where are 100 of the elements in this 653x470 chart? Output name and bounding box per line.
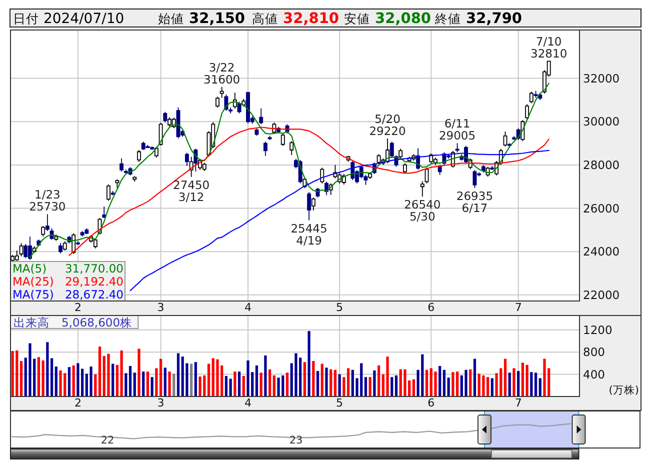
y-axis-title: (万株) (608, 384, 639, 396)
bar (386, 356, 389, 396)
x-tick-label: 3 (157, 396, 164, 410)
x-tick-label: 6 (428, 396, 435, 410)
bar (390, 377, 394, 396)
candlestick (216, 96, 220, 108)
bar (452, 372, 454, 396)
bar (190, 364, 193, 396)
candlestick (106, 184, 110, 202)
candlestick (58, 242, 62, 254)
candlestick (137, 150, 141, 162)
bar (377, 365, 380, 396)
bar (268, 369, 272, 396)
annotation: 1/23 25730 (29, 188, 66, 214)
bar (373, 370, 376, 396)
bar (168, 372, 171, 396)
bar (512, 368, 516, 396)
y-tick-label: 24000 (583, 244, 620, 259)
candlestick (390, 141, 394, 158)
text: 日付 2024/07/10 (13, 11, 124, 27)
x-tick-label: 4 (244, 301, 252, 314)
bar (434, 372, 437, 396)
bar (303, 362, 306, 396)
x-tick-label: 7 (514, 396, 522, 410)
bar (68, 367, 71, 396)
candlestick (455, 142, 460, 153)
bar (412, 379, 415, 396)
candlestick (220, 86, 224, 98)
bar (54, 366, 58, 396)
bar (255, 365, 258, 396)
candlestick (481, 164, 486, 173)
bar (112, 364, 114, 396)
bar (198, 376, 202, 396)
bar (456, 372, 459, 396)
x-tick-label: 2 (74, 396, 82, 410)
annotation: 5/20 29220 (369, 112, 406, 138)
bar (490, 378, 494, 396)
bar (543, 358, 546, 396)
x-tick-label: 6 (428, 301, 435, 314)
bar (425, 370, 428, 396)
candlestick (102, 206, 106, 218)
candlestick (242, 98, 246, 107)
candlestick (14, 250, 19, 262)
candlestick (84, 228, 89, 235)
bar (142, 372, 145, 396)
bar (312, 360, 315, 396)
y-tick-label: 800 (583, 345, 605, 360)
bar (128, 366, 132, 396)
bar (42, 360, 44, 396)
bar (277, 378, 280, 396)
bar (94, 374, 97, 396)
candlestick (280, 132, 285, 146)
y-tick-label: 22000 (583, 288, 620, 302)
candlestick (254, 128, 259, 136)
line-series (130, 150, 550, 292)
bar (133, 372, 136, 396)
bar (146, 372, 150, 396)
series-label: MA(75) 28,672.40 (12, 288, 124, 302)
bar (172, 374, 176, 396)
bar (504, 358, 507, 396)
bar (364, 377, 368, 396)
bar (28, 343, 32, 396)
bar (442, 370, 446, 396)
bar (72, 365, 75, 396)
candlestick (268, 135, 272, 140)
annotation: 25445 4/19 (290, 221, 328, 248)
annotation: 26935 6/17 (456, 189, 494, 216)
candlestick (163, 111, 168, 123)
y-tick-label: 32000 (583, 71, 620, 86)
candlestick (10, 254, 15, 262)
candlestick (45, 214, 50, 232)
bar (120, 350, 123, 396)
x-tick-label: 2 (74, 301, 82, 314)
text: 始値 32,150 (158, 11, 246, 27)
text: 高値 32,810 (252, 11, 340, 27)
bar (46, 342, 49, 396)
bar (338, 374, 341, 396)
bar (530, 372, 533, 396)
y-tick-label: 400 (583, 367, 605, 382)
bar (238, 372, 241, 396)
candlestick (290, 140, 294, 156)
candlestick (237, 101, 242, 114)
candlestick (529, 91, 534, 104)
candlestick (368, 172, 372, 180)
bar (155, 368, 158, 396)
text: MA(25) 29,192.40 (12, 274, 124, 288)
y-tick-label: 26000 (583, 201, 620, 216)
bar (164, 368, 166, 396)
candlestick (124, 169, 128, 174)
candlestick (115, 179, 120, 188)
bar (216, 359, 219, 396)
candlestick (490, 166, 494, 170)
annotation: 26540 5/30 (404, 198, 441, 224)
annotation: 27450 3/12 (173, 178, 210, 204)
candlestick (120, 158, 124, 172)
text: MA(5) 31,770.00 (12, 262, 124, 276)
x-tick-label: 23 (289, 434, 303, 446)
x-tick-label: 22 (100, 434, 114, 446)
bar (482, 375, 485, 396)
candlestick (41, 226, 46, 237)
